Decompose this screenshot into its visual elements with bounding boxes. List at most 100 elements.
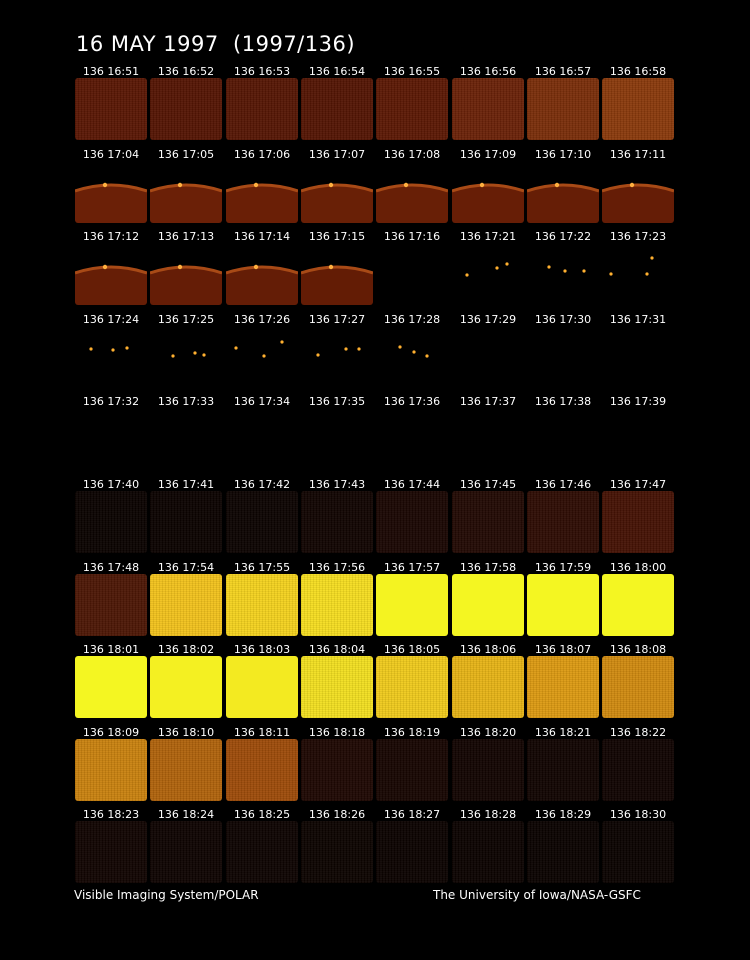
- frame-timestamp: 136 17:43: [308, 478, 366, 491]
- frame-timestamp: 136 18:10: [157, 726, 215, 739]
- frame-timestamp: 136 17:40: [82, 478, 140, 491]
- frame-image: [527, 739, 599, 801]
- frame-timestamp: 136 16:57: [534, 65, 592, 78]
- frame-image: [150, 574, 222, 636]
- frame-image: [602, 574, 674, 636]
- frame-timestamp: 136 17:46: [534, 478, 592, 491]
- frame-timestamp: 136 17:24: [82, 313, 140, 326]
- frame-timestamp: 136 17:48: [82, 561, 140, 574]
- frame-timestamp: 136 18:29: [534, 808, 592, 821]
- frame-timestamp: 136 18:22: [609, 726, 667, 739]
- frame-image: [75, 326, 147, 388]
- frame-timestamp: 136 18:27: [383, 808, 441, 821]
- frame-timestamp: 136 17:16: [383, 230, 441, 243]
- frame-image: [75, 408, 147, 470]
- frame-timestamp: 136 18:23: [82, 808, 140, 821]
- frame-image: [452, 161, 524, 223]
- frame-image: [602, 326, 674, 388]
- frame-image: [376, 161, 448, 223]
- frame-image: [301, 574, 373, 636]
- frame-timestamp: 136 17:56: [308, 561, 366, 574]
- frame-timestamp: 136 17:39: [609, 395, 667, 408]
- frame-image: [75, 821, 147, 883]
- frame-timestamp: 136 17:34: [233, 395, 291, 408]
- frame-timestamp: 136 18:07: [534, 643, 592, 656]
- frame-image: [602, 821, 674, 883]
- frame-image: [527, 161, 599, 223]
- frame-image: [527, 656, 599, 718]
- frame-image: [301, 326, 373, 388]
- frame-image: [376, 656, 448, 718]
- frame-image: [527, 78, 599, 140]
- frame-image: [376, 491, 448, 553]
- frame-timestamp: 136 18:19: [383, 726, 441, 739]
- frame-image: [602, 161, 674, 223]
- frame-timestamp: 136 17:11: [609, 148, 667, 161]
- frame-timestamp: 136 16:58: [609, 65, 667, 78]
- frame-timestamp: 136 17:36: [383, 395, 441, 408]
- frame-timestamp: 136 17:10: [534, 148, 592, 161]
- frame-timestamp: 136 16:51: [82, 65, 140, 78]
- frame-timestamp: 136 17:35: [308, 395, 366, 408]
- frame-timestamp: 136 18:18: [308, 726, 366, 739]
- frame-image: [452, 574, 524, 636]
- frame-timestamp: 136 17:22: [534, 230, 592, 243]
- frame-image: [150, 78, 222, 140]
- frame-timestamp: 136 18:04: [308, 643, 366, 656]
- frame-image: [376, 326, 448, 388]
- frame-image: [75, 243, 147, 305]
- frame-timestamp: 136 17:42: [233, 478, 291, 491]
- frame-timestamp: 136 17:31: [609, 313, 667, 326]
- frame-timestamp: 136 17:08: [383, 148, 441, 161]
- frame-image: [301, 161, 373, 223]
- frame-image: [602, 243, 674, 305]
- frame-image: [527, 326, 599, 388]
- footer-institution-credit: The University of Iowa/NASA-GSFC: [433, 888, 641, 902]
- frame-image: [376, 408, 448, 470]
- frame-image: [452, 656, 524, 718]
- frame-timestamp: 136 18:01: [82, 643, 140, 656]
- frame-timestamp: 136 17:25: [157, 313, 215, 326]
- frame-timestamp: 136 18:26: [308, 808, 366, 821]
- frame-timestamp: 136 16:56: [459, 65, 517, 78]
- frame-image: [150, 739, 222, 801]
- frame-timestamp: 136 16:52: [157, 65, 215, 78]
- frame-timestamp: 136 17:29: [459, 313, 517, 326]
- frame-timestamp: 136 17:30: [534, 313, 592, 326]
- frame-timestamp: 136 17:33: [157, 395, 215, 408]
- frame-image: [226, 739, 298, 801]
- frame-timestamp: 136 17:06: [233, 148, 291, 161]
- frame-timestamp: 136 18:20: [459, 726, 517, 739]
- frame-image: [527, 574, 599, 636]
- frame-image: [452, 408, 524, 470]
- frame-image: [376, 243, 448, 305]
- frame-image: [301, 78, 373, 140]
- frame-image: [150, 821, 222, 883]
- frame-timestamp: 136 18:00: [609, 561, 667, 574]
- frame-image: [376, 821, 448, 883]
- frame-timestamp: 136 17:27: [308, 313, 366, 326]
- frame-timestamp: 136 17:04: [82, 148, 140, 161]
- frame-image: [75, 491, 147, 553]
- frame-image: [301, 243, 373, 305]
- frame-timestamp: 136 18:06: [459, 643, 517, 656]
- frame-image: [150, 326, 222, 388]
- frame-timestamp: 136 16:54: [308, 65, 366, 78]
- frame-timestamp: 136 17:41: [157, 478, 215, 491]
- frame-timestamp: 136 17:45: [459, 478, 517, 491]
- frame-timestamp: 136 17:55: [233, 561, 291, 574]
- frame-timestamp: 136 17:23: [609, 230, 667, 243]
- frame-image: [226, 574, 298, 636]
- frame-timestamp: 136 17:21: [459, 230, 517, 243]
- frame-timestamp: 136 18:05: [383, 643, 441, 656]
- frame-image: [150, 161, 222, 223]
- frame-timestamp: 136 17:09: [459, 148, 517, 161]
- frame-image: [301, 491, 373, 553]
- frame-image: [376, 739, 448, 801]
- frame-timestamp: 136 17:26: [233, 313, 291, 326]
- frame-image: [452, 243, 524, 305]
- frame-timestamp: 136 18:21: [534, 726, 592, 739]
- frame-image: [452, 821, 524, 883]
- frame-image: [602, 408, 674, 470]
- frame-timestamp: 136 17:12: [82, 230, 140, 243]
